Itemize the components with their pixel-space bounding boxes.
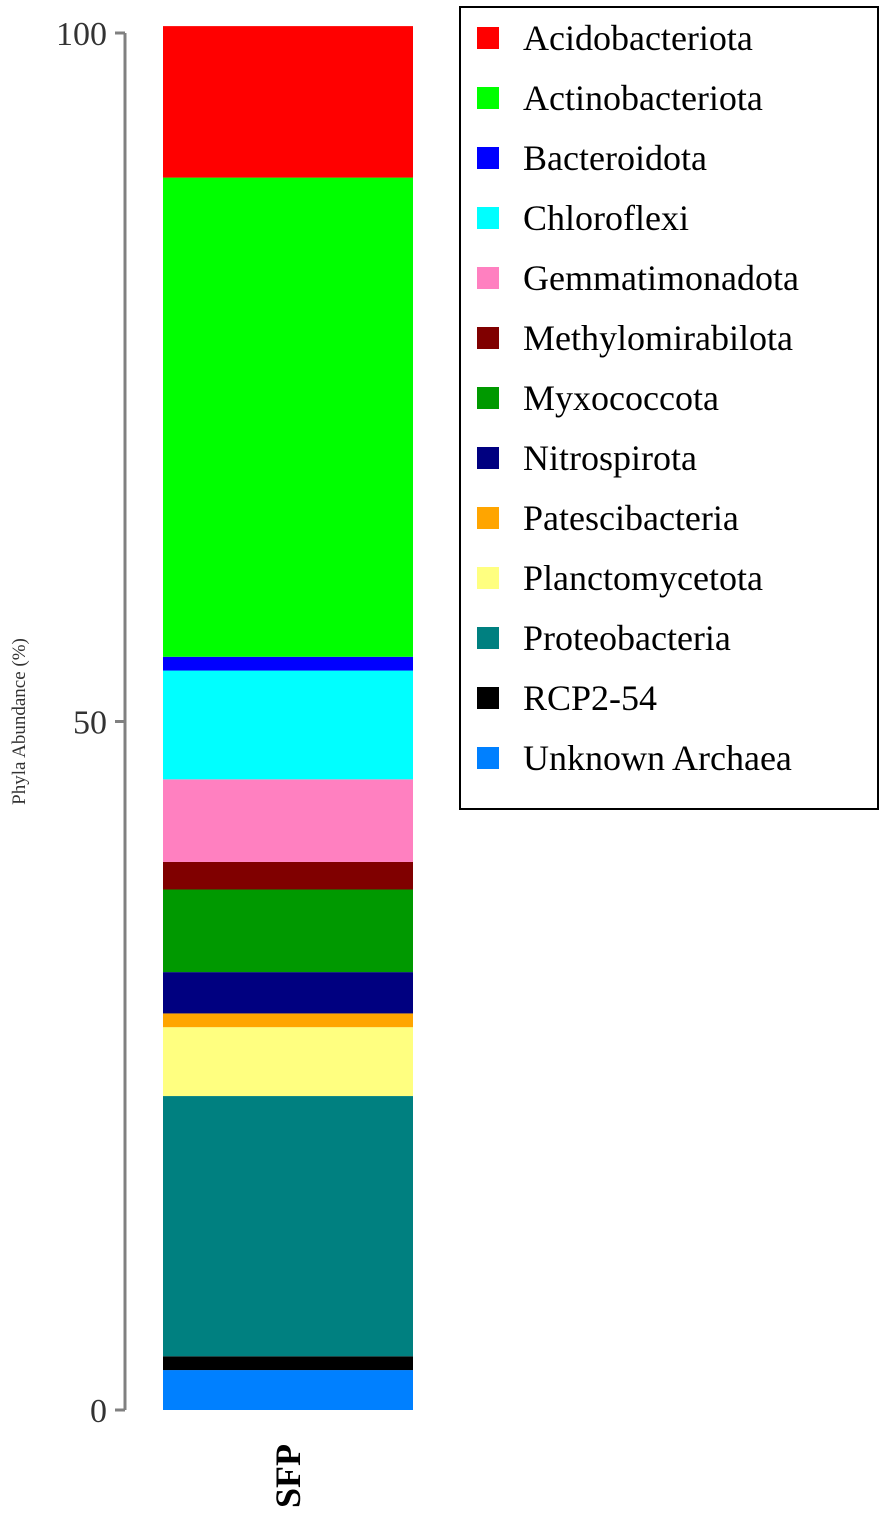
legend-swatch <box>477 747 499 769</box>
legend-label: Patescibacteria <box>523 498 739 538</box>
legend-swatch <box>477 507 499 529</box>
legend-label: Gemmatimonadota <box>523 258 799 298</box>
legend-swatch <box>477 87 499 109</box>
legend-swatch <box>477 147 499 169</box>
bar-segment-myxococcota <box>163 889 413 973</box>
legend-label: Nitrospirota <box>523 438 697 478</box>
bar-segment-patescibacteria <box>163 1013 413 1028</box>
legend-swatch <box>477 627 499 649</box>
bar-segment-bacteroidota <box>163 656 413 671</box>
legend-swatch <box>477 27 499 49</box>
legend-label: Methylomirabilota <box>523 318 793 358</box>
legend-swatch <box>477 687 499 709</box>
legend-label: Acidobacteriota <box>523 18 753 58</box>
bar-segment-nitrospirota <box>163 972 413 1014</box>
legend-label: Myxococcota <box>523 378 719 418</box>
x-axis-categories: SFP <box>268 1444 308 1508</box>
y-axis: 0 50 100 Phyla Abundance (%) <box>9 16 127 1430</box>
legend-label: Proteobacteria <box>523 618 731 658</box>
legend-label: Actinobacteriota <box>523 78 763 118</box>
bar-segment-chloroflexi <box>163 670 413 780</box>
legend-label: Unknown Archaea <box>523 738 792 778</box>
legend-label: Planctomycetota <box>523 558 763 598</box>
legend-swatch <box>477 327 499 349</box>
bar-segment-acidobacteriota <box>163 26 413 178</box>
legend-box <box>459 6 879 810</box>
legend-swatch <box>477 387 499 409</box>
legend-label: RCP2-54 <box>523 678 657 718</box>
legend-swatch <box>477 447 499 469</box>
bar-segment-methylomirabilota <box>163 861 413 890</box>
bar-segment-unknown-archaea <box>163 1370 413 1410</box>
bar-segment-planctomycetota <box>163 1027 413 1097</box>
bar-segment-actinobacteriota <box>163 177 413 657</box>
y-tick-label: 50 <box>73 705 107 742</box>
x-category-label: SFP <box>268 1444 308 1508</box>
bar-stack <box>163 26 413 1410</box>
legend-swatch <box>477 207 499 229</box>
bar-segment-proteobacteria <box>163 1096 413 1357</box>
legend-label: Chloroflexi <box>523 198 689 238</box>
legend-swatch <box>477 567 499 589</box>
y-axis-label: Phyla Abundance (%) <box>9 638 30 805</box>
y-tick-label: 100 <box>56 16 107 53</box>
bar-segment-gemmatimonadota <box>163 779 413 862</box>
bar-segment-rcp2-54 <box>163 1356 413 1371</box>
legend: Acidobacteriota Actinobacteriota Bacteroid… <box>459 6 879 810</box>
y-tick-label: 0 <box>90 1393 107 1430</box>
legend-label: Bacteroidota <box>523 138 707 178</box>
legend-swatch <box>477 267 499 289</box>
